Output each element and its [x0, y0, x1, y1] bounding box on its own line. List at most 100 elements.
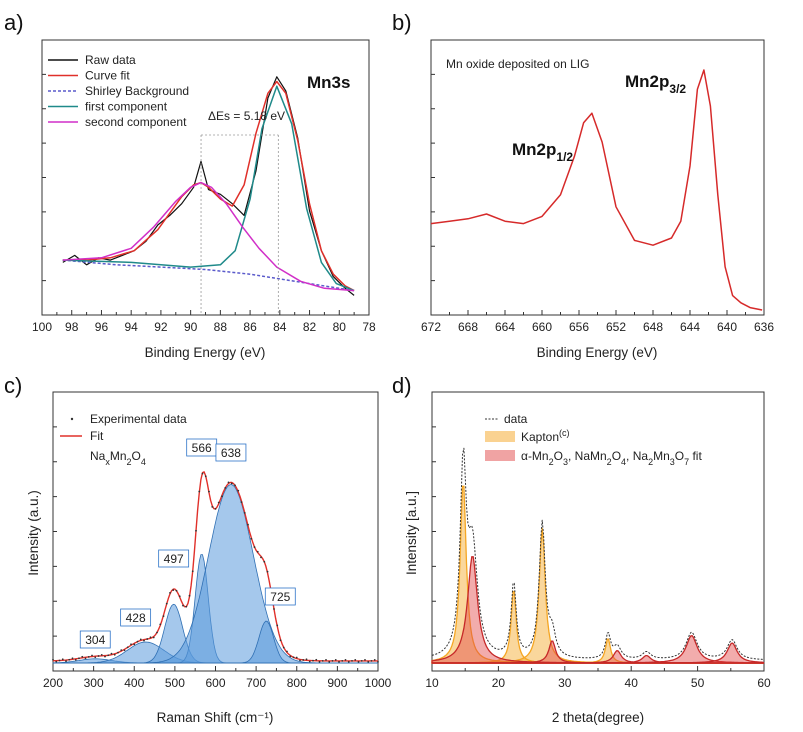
legend-label: Experimental data	[90, 412, 187, 426]
experimental-data-point	[165, 602, 168, 605]
panel-c-x-ticks: 200 300 400 500 600 700 800 900 1000	[43, 426, 392, 690]
panel-c-curves	[52, 471, 379, 664]
peak-label: 428	[126, 611, 146, 625]
formula-part: O	[554, 449, 563, 463]
experimental-data-point	[289, 655, 292, 658]
xrd-data-line	[431, 447, 763, 660]
experimental-data-point	[360, 659, 363, 662]
experimental-data-point	[234, 484, 236, 487]
legend-swatch	[485, 431, 515, 442]
formula-part: O	[132, 449, 141, 463]
x-tick-label: 1000	[365, 676, 392, 690]
panel-b-frame	[430, 39, 765, 316]
experimental-data-point	[227, 481, 230, 484]
panel-c: 200 300 400 500 600 700 800 900 1000 Experimenta…	[26, 391, 392, 725]
panel-b-title: Mn oxide deposited on LIG	[446, 57, 589, 71]
experimental-data-point	[107, 654, 110, 657]
legend-label: second component	[85, 115, 187, 129]
experimental-data-point	[263, 560, 266, 563]
legend-label: Curve fit	[85, 69, 130, 83]
experimental-data-point	[273, 608, 275, 610]
experimental-data-point	[204, 475, 207, 478]
experimental-data-point	[331, 659, 334, 662]
experimental-data-point	[68, 658, 71, 661]
formula-subscript: 2	[549, 457, 554, 467]
legend-label: Kapton(c)	[521, 428, 570, 444]
experimental-data-point	[217, 501, 220, 504]
experimental-data-point	[55, 660, 58, 663]
panel-c-peak-labels: 304 428 497 566 638 725	[79, 438, 296, 649]
peak-label: Mn2p3/2	[625, 72, 686, 96]
legend-label: data	[504, 412, 528, 426]
experimental-data-point	[139, 638, 142, 641]
panel-a: 100 98 96 94 92 90 88 86 84 82 80 78 Binding Energy…	[32, 39, 376, 360]
x-tick-label: 640	[717, 320, 737, 334]
x-tick-label: 800	[287, 676, 307, 690]
formula-subscript: 2	[127, 457, 132, 467]
experimental-data-point	[224, 487, 227, 489]
peak-label-box	[264, 587, 296, 606]
experimental-data-point	[221, 495, 223, 498]
experimental-data-point	[152, 636, 155, 639]
panel-d-x-label: 2 theta(degree)	[552, 710, 644, 725]
legend-label: NaxMn2O4	[90, 449, 146, 467]
experimental-data-point	[156, 631, 158, 634]
formula-subscript: 3	[563, 457, 568, 467]
experimental-data-point	[312, 659, 314, 662]
experimental-data-point	[169, 591, 171, 594]
experimental-data-point	[97, 655, 100, 657]
fit-peak-area	[432, 642, 765, 664]
formula-subscript: 4	[621, 457, 626, 467]
x-tick-label: 78	[362, 320, 376, 334]
experimental-data-point	[344, 658, 347, 661]
formula-subscript: x	[105, 457, 110, 467]
experimental-data-point	[110, 652, 113, 655]
experimental-data-point	[175, 589, 178, 592]
experimental-data-point	[198, 490, 201, 493]
experimental-data-point	[334, 658, 337, 661]
experimental-data-point	[71, 657, 74, 660]
peak-label-subscript: 3/2	[669, 82, 686, 96]
experimental-data-point	[104, 655, 106, 658]
experimental-data-point	[208, 490, 210, 493]
experimental-data-point	[302, 659, 305, 661]
experimental-data-point	[354, 658, 357, 661]
panel-b-peak-labels: Mn2p1/2 Mn2p3/2	[512, 72, 686, 164]
panel-b: 672 668 664 660 656 652 648 644 640 636 Binding E…	[421, 39, 774, 360]
experimental-data-point	[182, 604, 184, 607]
experimental-data-point	[367, 661, 370, 663]
x-tick-label: 96	[95, 320, 109, 334]
panel-c-x-label: Raman Shift (cm⁻¹)	[157, 710, 274, 725]
experimental-data-point	[341, 659, 344, 662]
x-tick-label: 672	[421, 320, 441, 334]
experimental-data-point	[299, 659, 301, 662]
x-tick-label: 50	[691, 676, 705, 690]
experimental-data-point	[318, 660, 321, 663]
experimental-data-point	[52, 658, 54, 661]
experimental-data-point	[282, 646, 285, 649]
experimental-data-point	[328, 660, 331, 663]
fit-peak-area	[431, 556, 764, 664]
panel-a-curves	[62, 76, 355, 315]
peak-label: 725	[270, 590, 290, 604]
experimental-data-point	[351, 659, 353, 662]
xps-spectrum-line	[430, 69, 763, 311]
experimental-data-point	[347, 660, 350, 663]
legend-label: Raw data	[85, 53, 136, 67]
experimental-data-point	[325, 658, 327, 661]
experimental-data-point	[357, 660, 360, 663]
experimental-data-point	[211, 505, 214, 508]
experimental-data-point	[266, 570, 269, 573]
panel-b-x-ticks: 672 668 664 660 656 652 648 644 640 636	[421, 73, 774, 334]
experimental-data-point	[237, 489, 240, 492]
x-tick-label: 636	[754, 320, 774, 334]
experimental-data-point	[117, 651, 119, 654]
legend-swatch	[70, 417, 74, 421]
experimental-data-point	[295, 656, 298, 659]
experimental-data-point	[133, 643, 136, 646]
x-tick-label: 20	[492, 676, 506, 690]
experimental-data-point	[292, 656, 295, 659]
